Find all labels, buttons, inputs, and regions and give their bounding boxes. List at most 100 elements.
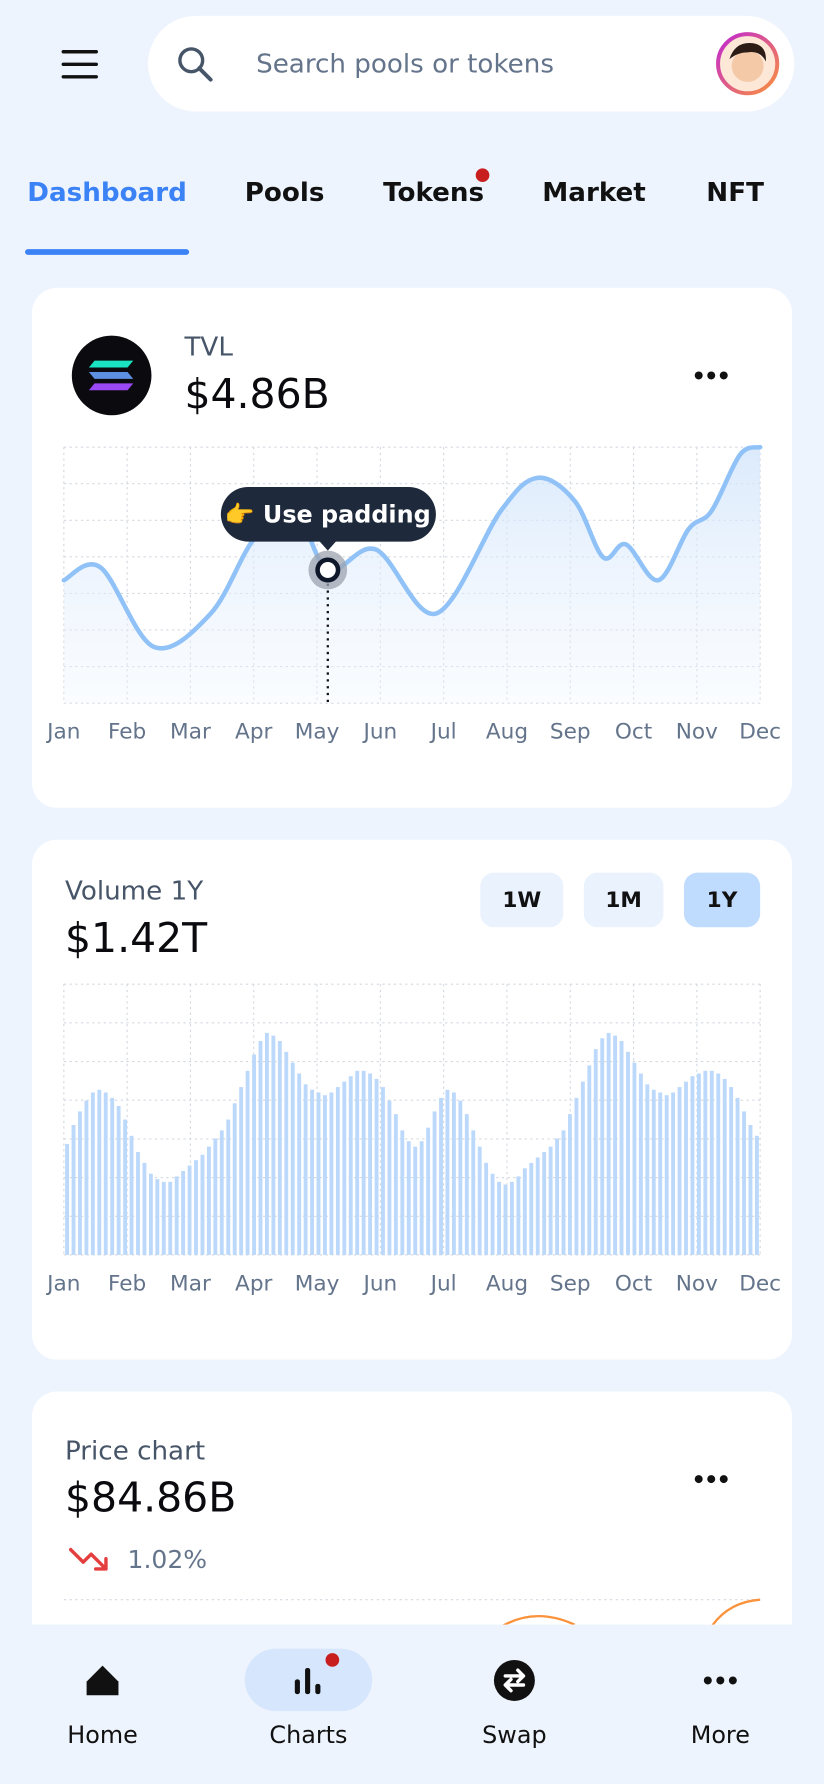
tab[interactable]: Dashboard (27, 178, 187, 208)
menu-bar (61, 62, 98, 66)
bar (406, 1141, 411, 1255)
nav-item[interactable]: More (691, 1676, 750, 1749)
bar (290, 1062, 295, 1255)
search-bar[interactable]: Search pools or tokens (148, 15, 795, 112)
charts-icon-bar (305, 1667, 311, 1695)
x-tick-label: Aug (486, 720, 528, 745)
range-selector: 1W 1M 1Y (480, 872, 761, 928)
bar (271, 1035, 276, 1255)
bar (413, 1146, 418, 1255)
token-logo (71, 335, 152, 416)
bar (645, 1084, 650, 1255)
bar (142, 1162, 147, 1255)
bar (297, 1073, 302, 1255)
bar (619, 1041, 624, 1255)
bar (484, 1162, 489, 1255)
bar (664, 1095, 669, 1255)
bar (542, 1152, 547, 1255)
x-tick-label: Oct (615, 1272, 652, 1297)
bar (555, 1138, 559, 1255)
tab-bar: Dashboard Pools Tokens Market NFT (25, 178, 764, 255)
tab[interactable]: Market (542, 178, 646, 208)
bar (148, 1173, 153, 1255)
tab[interactable]: Pools (245, 178, 325, 208)
tab[interactable]: Tokens (383, 178, 484, 208)
bar (342, 1081, 347, 1255)
card-label: Volume 1Y (65, 877, 204, 907)
bar (748, 1124, 753, 1255)
tab-indicator (25, 249, 190, 255)
bar (232, 1103, 237, 1255)
nav-item[interactable]: Home (67, 1665, 138, 1750)
x-tick-label: Nov (676, 1272, 718, 1297)
bottom-nav (0, 1624, 824, 1784)
price-line (711, 1598, 761, 1625)
bar (684, 1081, 688, 1255)
bar (97, 1089, 102, 1255)
nav-label: More (691, 1721, 750, 1749)
bar (606, 1032, 611, 1255)
card-value: $4.86B (184, 370, 329, 418)
range-button[interactable]: 1W (480, 872, 564, 928)
more-button[interactable] (694, 1475, 728, 1484)
more-button[interactable] (694, 371, 728, 380)
bar (361, 1070, 366, 1255)
x-tick-label: Jun (361, 1272, 397, 1297)
nav-label: Charts (269, 1721, 347, 1749)
price-card (31, 1391, 793, 1625)
avatar[interactable] (716, 32, 780, 96)
nav-label: Swap (482, 1721, 546, 1749)
bar (651, 1089, 656, 1255)
x-tick-label: Dec (739, 1272, 781, 1297)
bar (252, 1054, 256, 1255)
avatar-hair (729, 42, 766, 62)
x-tick-label: Mar (170, 1272, 211, 1297)
bar (277, 1041, 282, 1255)
bar (329, 1092, 334, 1255)
bar (348, 1076, 353, 1255)
bar (561, 1130, 566, 1255)
bar (71, 1124, 76, 1255)
more-icon-dot (716, 1676, 725, 1685)
bar (516, 1176, 521, 1255)
bar (742, 1111, 746, 1255)
range-button[interactable]: 1M (583, 872, 664, 928)
nav-item[interactable]: Swap (482, 1659, 547, 1749)
nav-items: Home Charts Swap More (67, 1648, 750, 1750)
bar (503, 1184, 508, 1255)
bar (722, 1078, 727, 1255)
tvl-chart: Jan Feb Mar Apr May Jun Jul Aug Sep Oct Nov Dec 👉 Us… (45, 444, 781, 745)
bar (310, 1089, 315, 1255)
bar (200, 1154, 205, 1255)
bar (658, 1092, 663, 1255)
range-button-label: 1W (502, 888, 541, 913)
bar (65, 1143, 70, 1255)
bar (451, 1092, 456, 1255)
bar (426, 1127, 431, 1255)
bar (477, 1146, 482, 1255)
menu-button[interactable] (61, 50, 98, 79)
bar (580, 1081, 585, 1255)
notification-dot (325, 1653, 340, 1667)
dot (719, 1475, 728, 1484)
bar (587, 1065, 592, 1255)
bar (239, 1087, 244, 1255)
tab[interactable]: NFT (706, 178, 764, 208)
bar (265, 1032, 269, 1255)
dot (707, 1475, 716, 1484)
bar (355, 1070, 360, 1255)
bar (168, 1181, 173, 1255)
x-tick-label: Apr (235, 1272, 272, 1297)
bar (400, 1130, 405, 1255)
bar (709, 1070, 714, 1255)
logo-stripe (88, 383, 134, 391)
avatar-face (731, 50, 764, 82)
x-tick-label: May (295, 1272, 340, 1297)
dot (694, 371, 703, 380)
x-tick-label: Sep (550, 720, 591, 745)
nav-item[interactable]: Charts (244, 1648, 373, 1750)
tooltip-text: 👉 Use padding (225, 500, 431, 528)
bar (155, 1179, 160, 1255)
range-button[interactable]: 1Y (683, 872, 761, 928)
x-tick-label: Nov (676, 720, 718, 745)
